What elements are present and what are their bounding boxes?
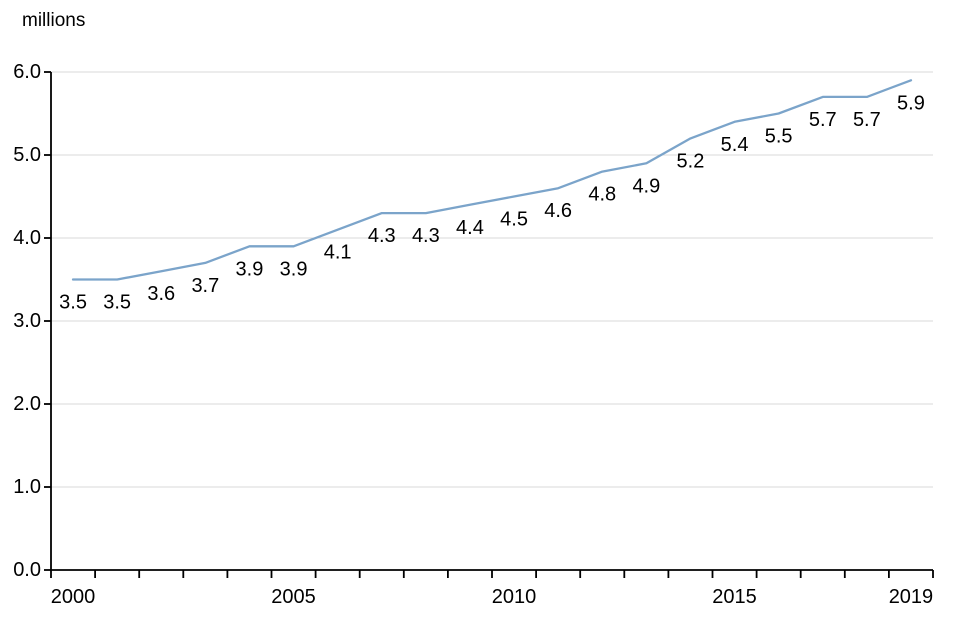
point-label: 4.6 [544, 200, 572, 222]
y-tick-label: 1.0 [13, 476, 41, 498]
point-label: 4.9 [632, 175, 660, 197]
point-label: 3.9 [236, 258, 264, 280]
point-label: 3.6 [147, 283, 175, 305]
point-label: 4.3 [412, 225, 440, 247]
point-label: 4.8 [588, 184, 616, 206]
y-tick-label: 0.0 [13, 559, 41, 581]
point-label: 5.2 [677, 150, 705, 172]
point-label: 4.5 [500, 209, 528, 231]
point-label: 3.5 [103, 292, 131, 314]
x-tick-label: 2005 [271, 586, 316, 608]
point-label: 3.5 [59, 292, 87, 314]
point-label: 5.4 [721, 134, 749, 156]
point-label: 4.4 [456, 217, 484, 239]
point-label: 5.7 [809, 109, 837, 131]
point-label: 5.5 [765, 126, 793, 148]
point-label: 4.1 [324, 242, 352, 264]
y-tick-label: 5.0 [13, 144, 41, 166]
y-tick-label: 2.0 [13, 393, 41, 415]
point-label: 3.7 [191, 275, 219, 297]
y-tick-label: 3.0 [13, 310, 41, 332]
y-axis-unit-label: millions [22, 10, 86, 31]
point-label: 3.9 [280, 258, 308, 280]
y-tick-label: 4.0 [13, 227, 41, 249]
point-label: 5.9 [897, 92, 925, 114]
x-tick-label: 2019 [889, 586, 934, 608]
trend-line [71, 79, 913, 281]
x-tick-label: 2000 [51, 586, 96, 608]
point-label: 5.7 [853, 109, 881, 131]
point-label: 4.3 [368, 225, 396, 247]
x-tick-label: 2015 [712, 586, 757, 608]
y-tick-label: 6.0 [13, 61, 41, 83]
x-tick-label: 2010 [492, 586, 537, 608]
